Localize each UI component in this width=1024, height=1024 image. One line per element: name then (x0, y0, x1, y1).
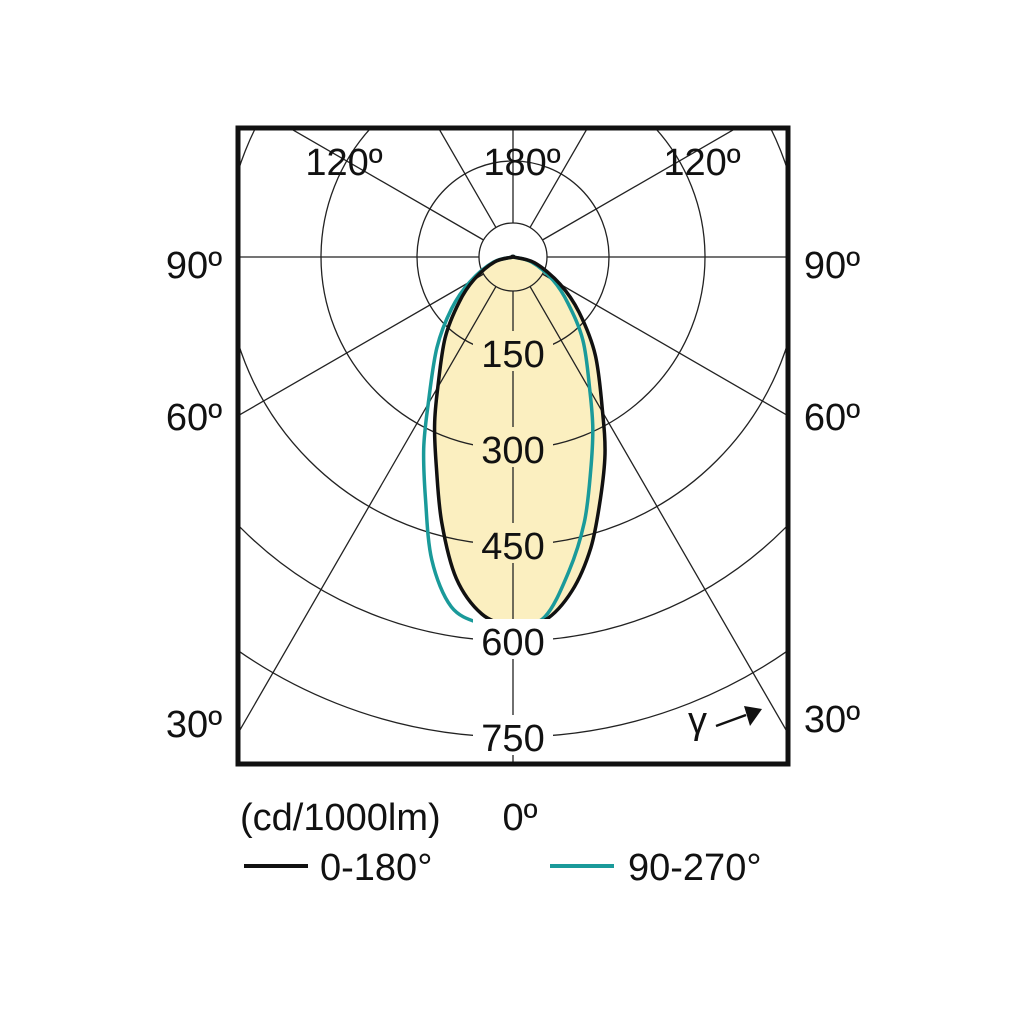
radial-tick-label: 150 (481, 334, 544, 376)
radial-tick-label: 600 (481, 622, 544, 664)
radial-label-bg (473, 619, 553, 659)
plot-frame (235, 125, 791, 767)
gamma-symbol: γ (688, 700, 707, 742)
grid-spoke (437, 128, 497, 228)
radial-tick-label: 300 (481, 430, 544, 472)
legend: 0-180° 90-270° (244, 847, 762, 889)
radial-label-bg (473, 331, 553, 371)
grid-spoke (238, 286, 497, 735)
radial-tick-label: 750 (481, 718, 544, 760)
radial-label-bg (473, 427, 553, 467)
grid-spoke (288, 128, 484, 241)
grid-spoke (238, 273, 484, 417)
angle-label-30-right: 30º (804, 699, 860, 741)
angle-label-180: 180º (483, 142, 560, 184)
radial-label-bg (473, 715, 553, 755)
radial-label-bg (473, 523, 553, 563)
angle-label-90-left: 90º (166, 245, 222, 287)
radial-tick-label: 450 (481, 526, 544, 568)
unit-label: (cd/1000lm) (240, 797, 441, 839)
grid-spoke (529, 286, 788, 735)
grid-spoke (542, 128, 738, 241)
grid-spoke (529, 128, 589, 228)
angle-label-30-left: 30º (166, 704, 222, 746)
gamma-arrow-icon (715, 706, 762, 728)
angle-label-120-left: 120º (305, 142, 382, 184)
angle-label-120-right: 120º (663, 142, 740, 184)
angle-label-60-right: 60º (804, 397, 860, 439)
angle-label-90-right: 90º (804, 245, 860, 287)
radial-tick-labels: 150 300 450 600 750 (473, 331, 553, 760)
legend-label-90-270: 90-270° (628, 847, 762, 889)
series-line-0-180- (432, 254, 607, 632)
angle-label-0: 0º (502, 797, 537, 839)
grid-spoke (542, 273, 788, 417)
series-layer (421, 254, 607, 632)
legend-label-0-180: 0-180° (320, 847, 432, 889)
angle-label-60-left: 60º (166, 397, 222, 439)
